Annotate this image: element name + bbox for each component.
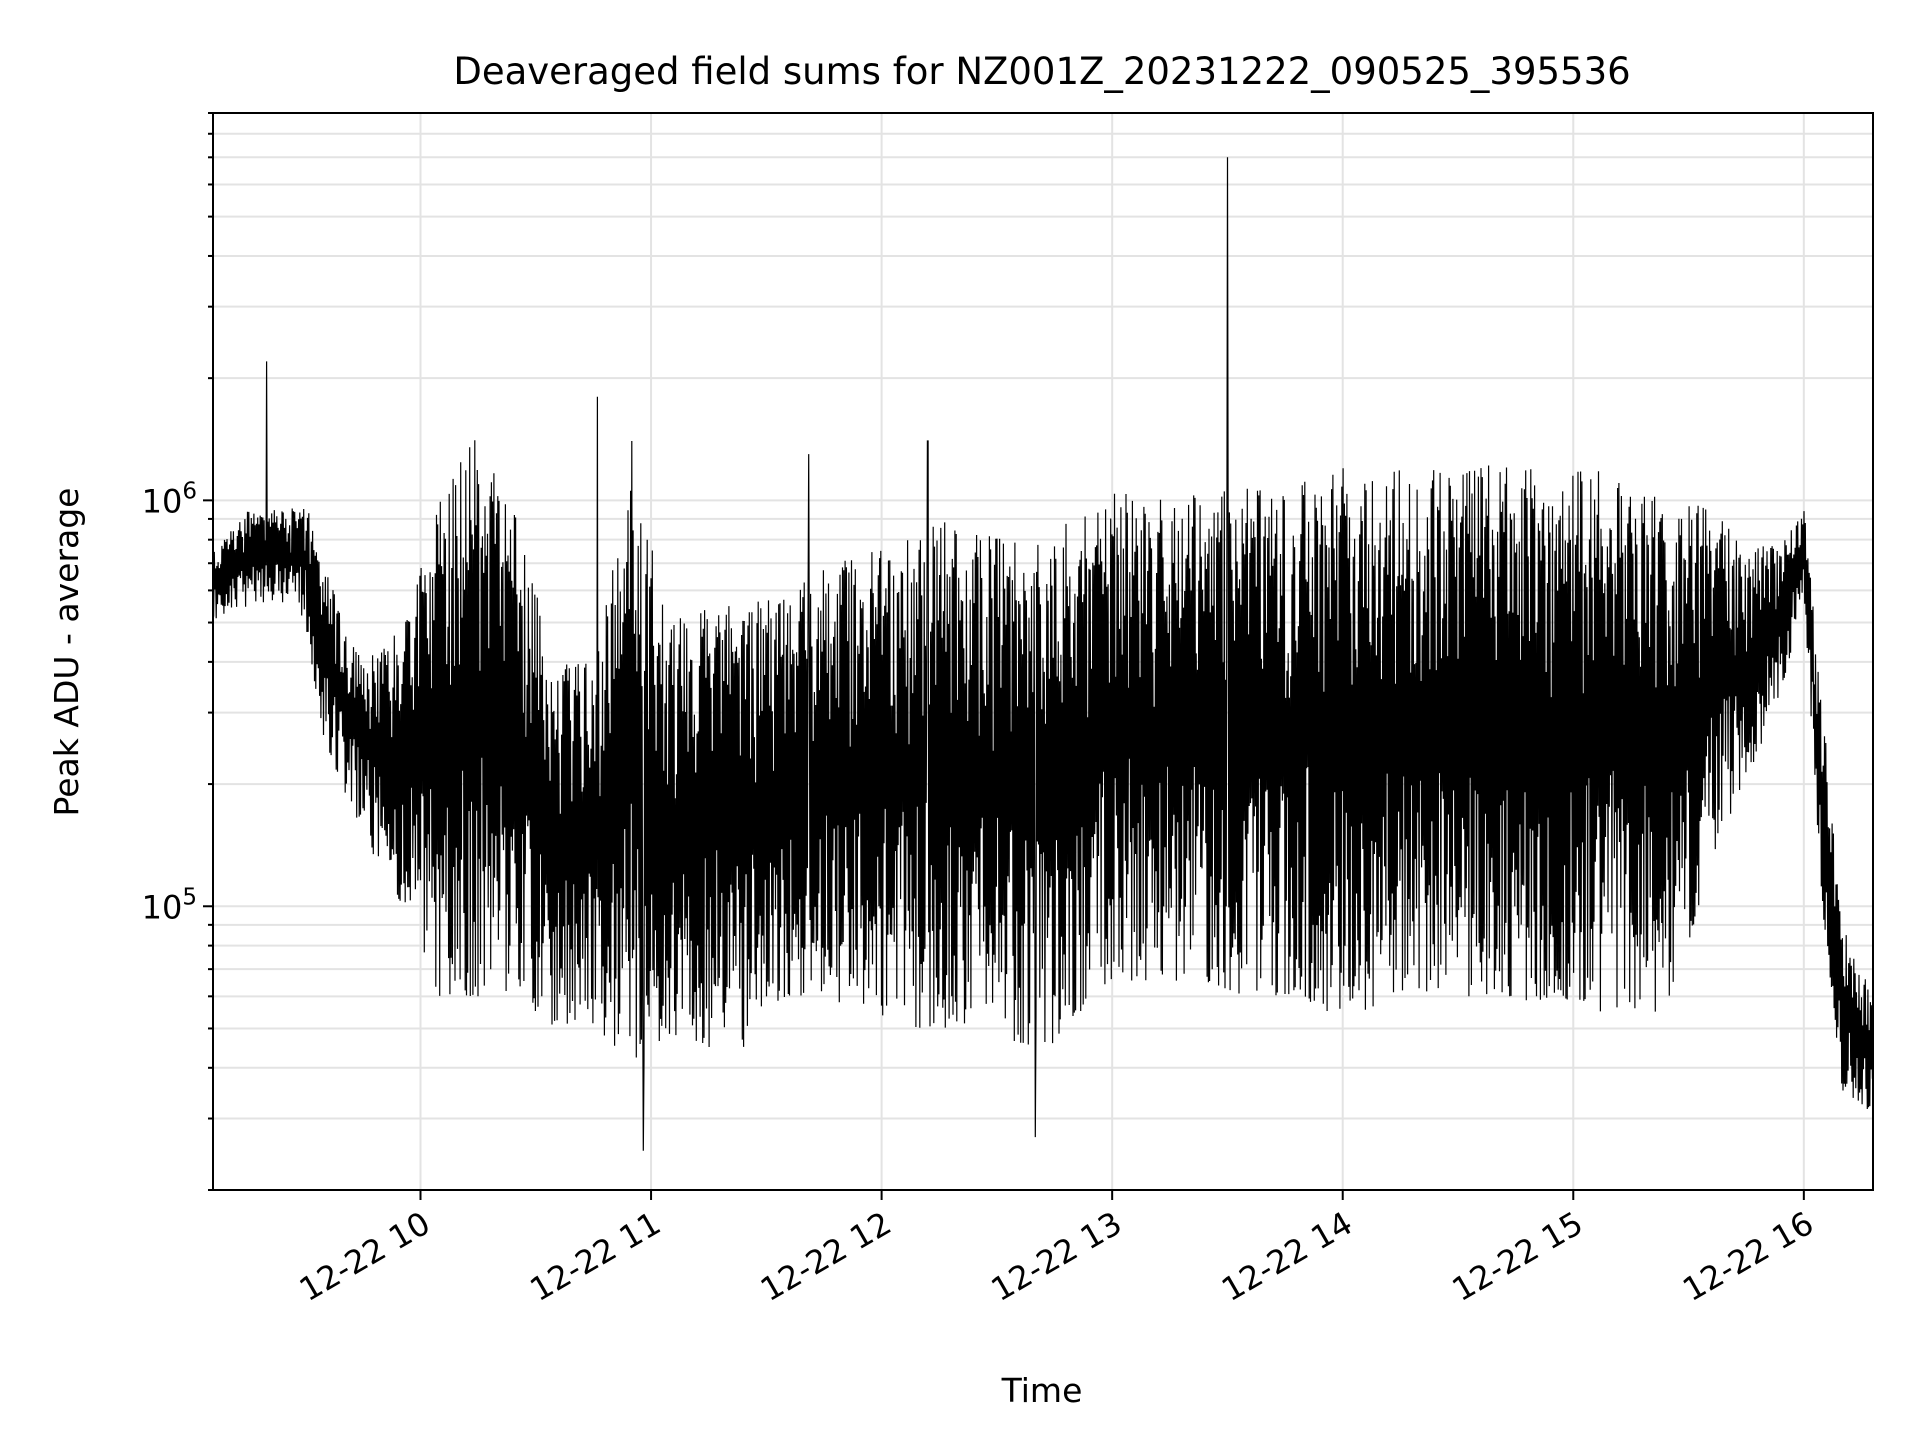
- chart-title: Deaveraged field sums for NZ001Z_2023122…: [453, 50, 1630, 93]
- series-line: [212, 157, 1874, 1151]
- plot-frame: [212, 112, 1874, 1191]
- x-axis-label: Time: [1001, 1371, 1083, 1410]
- y-tick-label: 105: [142, 884, 197, 926]
- series-path: [212, 157, 1874, 1151]
- y-axis-label: Peak ADU - average: [47, 488, 86, 817]
- y-tick-label: 106: [142, 478, 197, 520]
